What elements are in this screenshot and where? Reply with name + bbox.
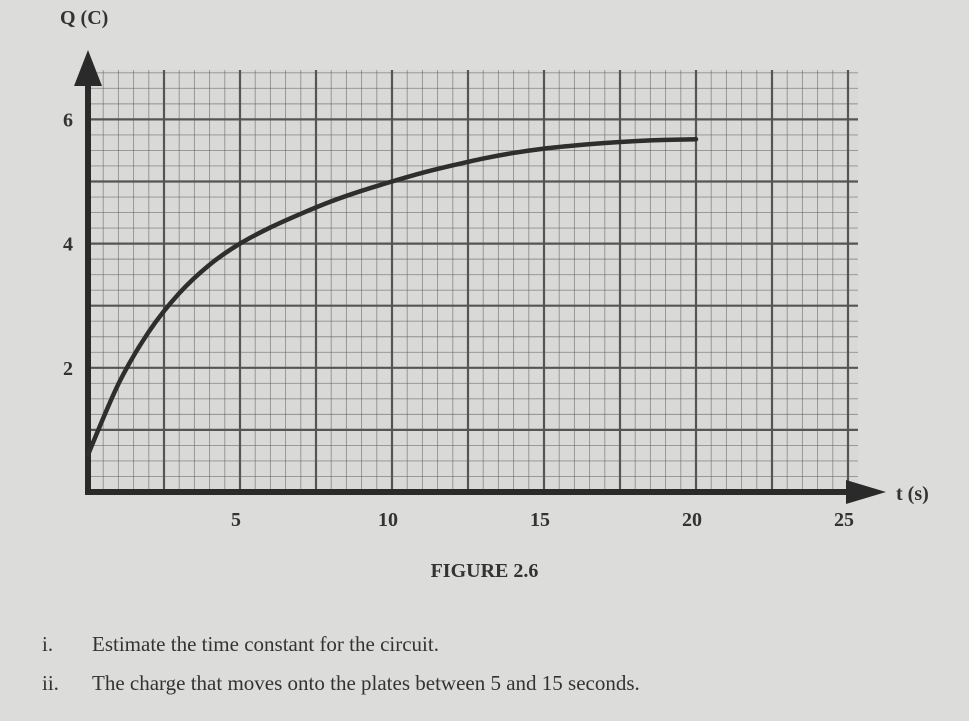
x-tick-label: 15 — [530, 509, 550, 531]
plot-background — [88, 70, 858, 492]
charge-curve — [85, 137, 699, 457]
grid-minor-lines — [87, 70, 858, 493]
x-axis-arrow — [846, 480, 886, 504]
tick-labels: 5 10 15 20 25 2 4 6 — [63, 109, 854, 531]
y-tick-label: 4 — [63, 234, 73, 256]
charge-time-chart: 5 10 15 20 25 2 4 6 Q (C) t (s) — [60, 7, 929, 531]
x-tick-label: 25 — [834, 509, 854, 531]
question-text: The charge that moves onto the plates be… — [92, 671, 640, 695]
question-list: i. Estimate the time constant for the ci… — [42, 632, 640, 710]
curve-layer — [85, 137, 699, 457]
axes — [74, 50, 886, 504]
question-item: i. Estimate the time constant for the ci… — [42, 632, 640, 657]
y-tick-label: 6 — [63, 109, 73, 131]
y-tick-label: 2 — [63, 358, 73, 380]
question-number: ii. — [42, 671, 59, 695]
figure-caption: FIGURE 2.6 — [430, 560, 539, 582]
x-tick-label: 5 — [231, 509, 241, 531]
x-axis-label: t (s) — [896, 483, 929, 505]
question-number: i. — [42, 632, 54, 656]
y-axis-arrow — [74, 50, 102, 86]
question-text: Estimate the time constant for the circu… — [92, 632, 439, 656]
x-tick-label: 10 — [378, 509, 398, 531]
y-axis-label: Q (C) — [60, 7, 108, 29]
x-tick-label: 20 — [682, 509, 702, 531]
question-item: ii. The charge that moves onto the plate… — [42, 671, 640, 696]
grid-major-lines — [86, 70, 858, 494]
